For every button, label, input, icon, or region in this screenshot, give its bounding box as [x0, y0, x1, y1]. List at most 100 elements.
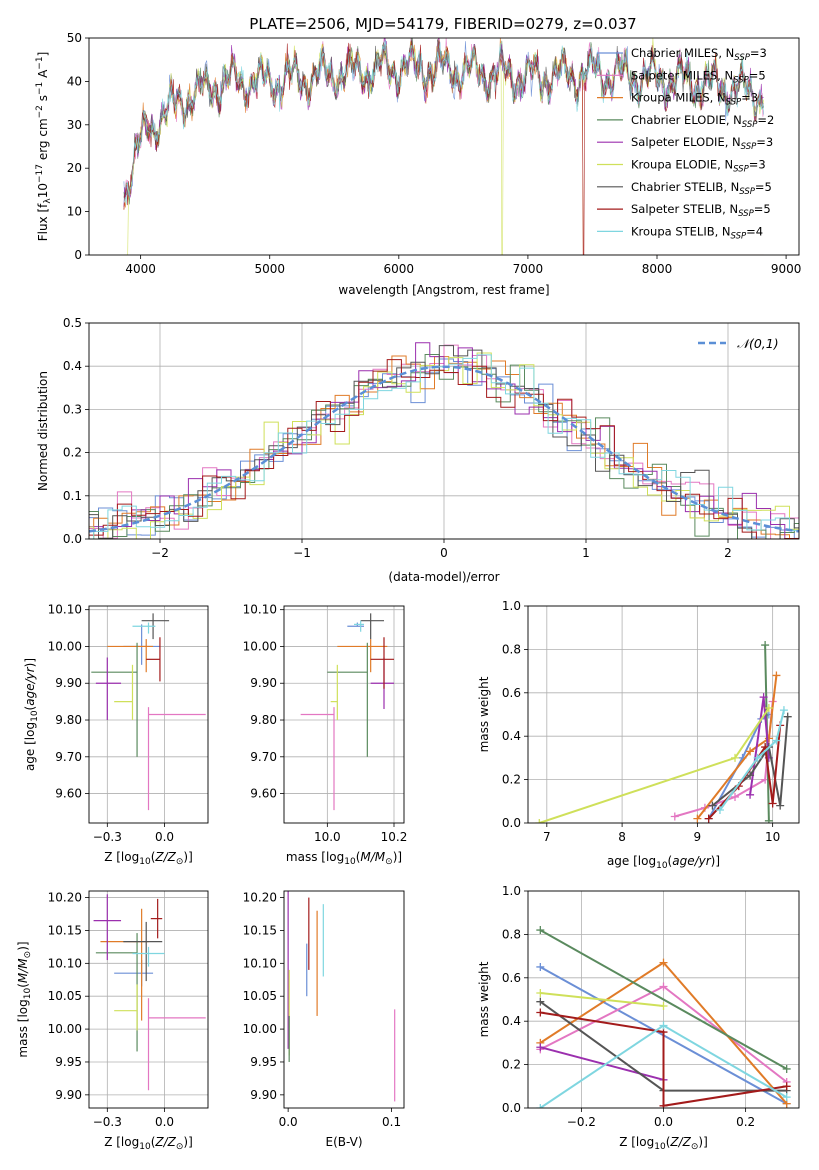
x-tick-label: 9000	[771, 262, 802, 276]
x-tick-label: −2	[151, 546, 169, 560]
y-tick-label: 0.2	[63, 446, 82, 460]
axis-label-part: (	[151, 1135, 156, 1149]
y-tick-label: 1.0	[502, 884, 521, 898]
legend-subscript: SSP	[742, 120, 758, 130]
x-tick-label: 0.0	[155, 830, 174, 844]
y-tick-label: 0.3	[63, 402, 82, 416]
plus-marker	[659, 1101, 668, 1108]
y-tick-label: 20	[67, 161, 82, 175]
plus-marker	[772, 671, 781, 680]
weight-series-line	[539, 929, 788, 1070]
plus-marker	[693, 814, 702, 823]
x-tick-label: 1	[582, 546, 590, 560]
y-axis-label: Normed distribution	[36, 371, 50, 491]
figure-title: PLATE=2506, MJD=54179, FIBERID=0279, z=0…	[249, 15, 636, 33]
subscript: ⊙	[176, 1142, 184, 1152]
subscript: 10	[30, 710, 40, 722]
spectrum-series-line	[123, 40, 764, 205]
y-tick-label: 9.95	[250, 1055, 277, 1069]
legend-suffix: =3	[750, 46, 767, 60]
superscript: −2	[35, 105, 45, 118]
plus-marker	[746, 790, 755, 799]
y-tick-label: 10.20	[243, 891, 277, 905]
x-tick-label: −0.2	[567, 1115, 596, 1129]
subscript: ⊙	[385, 857, 393, 867]
plot-area	[287, 891, 396, 1102]
y-tick-label: 10.05	[243, 989, 277, 1003]
y-tick-label: 1.0	[502, 599, 521, 613]
weight-vs-metallicity-panel: −0.2 0.0 0.2 0.0 0.2 0.4 0.6 0.8 1.0 Z [log10(Z/Z…	[477, 884, 800, 1152]
plus-marker	[659, 1002, 668, 1011]
plus-marker	[659, 1021, 668, 1030]
x-tick-label: 10.0	[314, 830, 341, 844]
axes-frame	[88, 322, 800, 540]
y-tick-label: 0.6	[502, 686, 521, 700]
legend-entry: Kroupa STELIB, NSSP=4	[631, 224, 763, 241]
y-tick-label: 10.10	[243, 956, 277, 970]
y-tick-label: 0	[74, 248, 82, 262]
plus-marker	[746, 747, 755, 756]
x-tick-label: 10.2	[381, 830, 408, 844]
y-tick-label: 0.4	[502, 729, 521, 743]
plus-marker	[772, 736, 781, 745]
plus-marker	[670, 812, 679, 821]
legend-suffix: =2	[757, 113, 774, 127]
spectrum-panel: 4000 5000 6000 7000 8000 9000 0 10 20 30 40 50 wavel…	[35, 31, 801, 297]
axis-label-part: age/yr	[672, 854, 711, 868]
y-tick-label: 40	[67, 74, 82, 88]
y-tick-label: 10.00	[243, 1022, 277, 1036]
axis-label-part: )]	[183, 850, 192, 864]
plus-marker	[782, 1093, 791, 1102]
x-tick-label: −0.3	[93, 830, 122, 844]
y-axis-label: mass [log10(M/M⊙)]	[16, 941, 33, 1057]
age-vs-mass-panel: 10.0 10.2 9.60 9.70 9.80 9.90 10.00 10.10 mass […	[243, 603, 408, 867]
x-tick-label: 7000	[513, 262, 544, 276]
axis-label-part: (	[668, 854, 673, 868]
axis-label-part: age/yr	[23, 666, 37, 705]
y-tick-label: 0.4	[502, 1014, 521, 1028]
histogram-series-line	[89, 345, 799, 539]
legend-suffix: =5	[755, 180, 772, 194]
plot-area	[535, 641, 792, 823]
plus-marker	[536, 1104, 545, 1108]
plus-marker	[659, 958, 668, 967]
axis-label-part: Z/Z	[154, 1135, 176, 1149]
plus-marker	[782, 1064, 791, 1073]
plot-area	[91, 613, 206, 811]
y-tick-label: 10.10	[243, 603, 277, 617]
x-tick-label: 0.0	[155, 1115, 174, 1129]
y-tick-label: 0.1	[63, 489, 82, 503]
subscript: 10	[656, 861, 668, 871]
axis-label-part: 10	[36, 183, 50, 198]
plot-area	[300, 613, 394, 811]
plus-marker	[761, 641, 770, 650]
plot-area	[89, 342, 799, 539]
plus-marker	[746, 771, 755, 780]
legend-subscript: SSP	[738, 209, 754, 219]
mass-vs-metallicity-panel: −0.3 0.0 9.90 9.95 10.00 10.05 10.10 10.15 10.20…	[16, 890, 209, 1152]
weight-series-line	[719, 709, 785, 811]
plus-marker	[659, 982, 668, 991]
x-tick-label: 7	[543, 830, 551, 844]
x-axis-label: age [log10(age/yr)]	[607, 854, 720, 871]
x-tick-label: 6000	[384, 262, 415, 276]
axis-label-part: )]	[711, 854, 720, 868]
x-tick-label: 4000	[125, 262, 156, 276]
legend-entry: Salpeter STELIB, NSSP=5	[631, 202, 771, 219]
y-tick-label: 9.90	[55, 1088, 82, 1102]
plot-area	[123, 38, 764, 255]
x-axis-label: E(B-V)	[325, 1135, 362, 1149]
legend-suffix: =5	[749, 68, 766, 82]
y-tick-label: 10	[67, 205, 82, 219]
y-axis-label: mass weight	[477, 961, 491, 1037]
x-axis-label: mass [log10(M/M⊙)]	[286, 850, 402, 867]
y-tick-label: 9.60	[250, 787, 277, 801]
axis-label-part: M/M	[16, 958, 30, 983]
legend-entry: Chabrier ELODIE, NSSP=2	[631, 113, 774, 130]
weight-series-line	[696, 675, 778, 820]
plus-marker	[535, 819, 544, 823]
y-tick-label: 0.2	[502, 773, 521, 787]
subscript: 10	[654, 1142, 666, 1152]
x-tick-label: 2	[724, 546, 732, 560]
subscript: 10	[139, 1142, 151, 1152]
